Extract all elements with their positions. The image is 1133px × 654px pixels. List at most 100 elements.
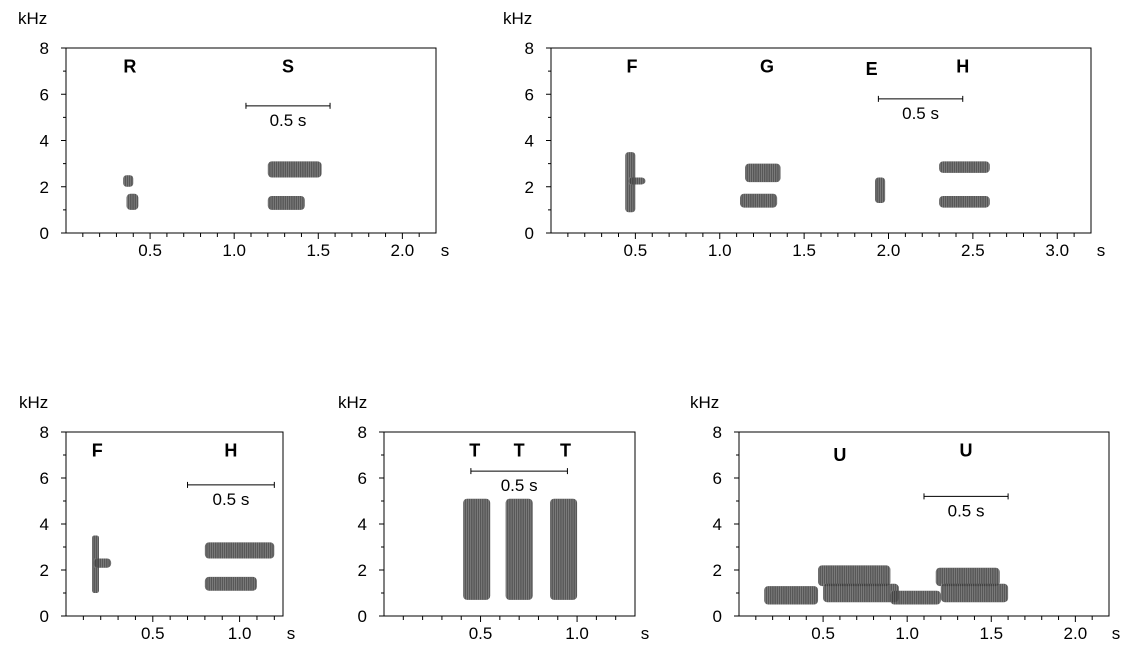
x-tick-label: 2.0 [391, 241, 415, 260]
sound-element-body [93, 558, 112, 568]
sound-element [823, 583, 899, 603]
sound-element-body [890, 590, 941, 605]
note-label: T [560, 440, 571, 460]
x-tick-label: 0.5 [624, 241, 648, 260]
x-tick-label: 2.0 [877, 241, 901, 260]
y-tick-label: 0 [713, 607, 722, 626]
x-tick-label: 1.0 [222, 241, 246, 260]
sound-element [940, 583, 1009, 603]
y-tick-label: 8 [40, 39, 49, 58]
sound-element [939, 161, 990, 173]
sound-element-body [123, 175, 134, 187]
note-label: R [123, 57, 136, 77]
spectrogram-panel-bottom-left: 0 2 4 6 8 kHz 0.5 1.0 s 0.5 s F H [19, 393, 295, 643]
sound-element-body [823, 583, 899, 603]
y-tick-label: 8 [713, 423, 722, 442]
y-tick-label: 4 [525, 132, 534, 151]
y-axis-label: kHz [503, 9, 532, 28]
sound-element-body [628, 177, 646, 185]
x-axis-unit: s [1097, 241, 1106, 260]
sound-element [93, 558, 112, 568]
sound-element [818, 565, 891, 587]
x-tick-label: 2.5 [961, 241, 985, 260]
y-tick-label: 6 [713, 469, 722, 488]
note-label: E [866, 59, 878, 79]
y-tick-label: 4 [40, 132, 49, 151]
sound-element-body [204, 576, 257, 591]
sound-element [463, 498, 491, 600]
y-tick-label: 6 [358, 469, 367, 488]
sound-element [267, 161, 322, 178]
sound-element-body [745, 163, 781, 183]
spectrogram-panel-top-left: 0 2 4 6 8 kHz 0.5 1.0 1.5 2.0 s 0.5 s R S [18, 9, 449, 260]
y-axis-label: kHz [338, 393, 367, 412]
note-label: U [960, 440, 973, 460]
note-label: F [627, 57, 638, 77]
x-axis-unit: s [641, 624, 650, 643]
x-tick-label: 1.0 [228, 624, 252, 643]
sound-element-body [764, 586, 819, 605]
sound-element [935, 567, 1000, 587]
x-tick-label: 1.0 [565, 624, 589, 643]
y-axis-label: kHz [18, 9, 47, 28]
sound-element [204, 542, 275, 559]
y-tick-label: 2 [713, 561, 722, 580]
y-tick-label: 2 [525, 178, 534, 197]
x-tick-label: 0.5 [138, 241, 162, 260]
y-axis-label: kHz [690, 393, 719, 412]
spectrogram-panel-top-right: 0 2 4 6 8 kHz 0.5 1.0 1.5 2.0 2.5 3.0 s 0.5 s F G E H [503, 9, 1105, 260]
y-tick-label: 4 [713, 515, 722, 534]
x-tick-label: 1.5 [979, 624, 1003, 643]
spectrogram-panel-bottom-right: 0 2 4 6 8 kHz 0.5 1.0 1.5 2.0 s 0.5 s U U [690, 393, 1120, 643]
x-tick-label: 1.5 [792, 241, 816, 260]
x-tick-label: 0.5 [141, 624, 165, 643]
x-tick-label: 3.0 [1045, 241, 1069, 260]
x-tick-label: 1.5 [306, 241, 330, 260]
sound-element [550, 498, 578, 600]
y-axis-label: kHz [19, 393, 48, 412]
sound-element-body [935, 567, 1000, 587]
x-axis-unit: s [1112, 624, 1121, 643]
sound-element [505, 498, 533, 600]
sound-element-body [818, 565, 891, 587]
sound-element [126, 193, 139, 210]
y-tick-label: 4 [358, 515, 367, 534]
sound-element-body [463, 498, 491, 600]
sound-element-body [940, 583, 1009, 603]
sound-element-body [875, 177, 886, 203]
y-tick-label: 6 [525, 85, 534, 104]
scale-bar-label: 0.5 s [270, 111, 307, 130]
x-tick-label: 1.0 [895, 624, 919, 643]
x-tick-label: 2.0 [1064, 624, 1088, 643]
plot-frame [65, 47, 437, 234]
note-label: H [224, 440, 237, 460]
y-tick-label: 2 [358, 561, 367, 580]
note-label: H [956, 57, 969, 77]
sound-element-body [267, 161, 322, 178]
sound-element [204, 576, 257, 591]
sound-element [267, 196, 305, 210]
note-label: T [514, 440, 525, 460]
x-axis-unit: s [287, 624, 296, 643]
y-tick-label: 2 [40, 561, 49, 580]
note-label: G [760, 57, 774, 77]
note-label: U [833, 445, 846, 465]
note-label: T [469, 440, 480, 460]
x-axis-unit: s [441, 241, 450, 260]
y-tick-label: 6 [40, 469, 49, 488]
y-tick-label: 2 [40, 178, 49, 197]
scale-bar-label: 0.5 s [948, 501, 985, 520]
x-tick-label: 0.5 [811, 624, 835, 643]
note-label: S [282, 57, 294, 77]
scale-bar-label: 0.5 s [501, 476, 538, 495]
sound-element-body [939, 161, 990, 173]
y-tick-label: 8 [358, 423, 367, 442]
sound-element-body [740, 193, 778, 208]
scale-bar-label: 0.5 s [212, 490, 249, 509]
y-tick-label: 6 [40, 85, 49, 104]
y-tick-label: 4 [40, 515, 49, 534]
sound-element [628, 177, 646, 185]
sound-element [939, 196, 990, 208]
sound-element-body [267, 196, 305, 210]
